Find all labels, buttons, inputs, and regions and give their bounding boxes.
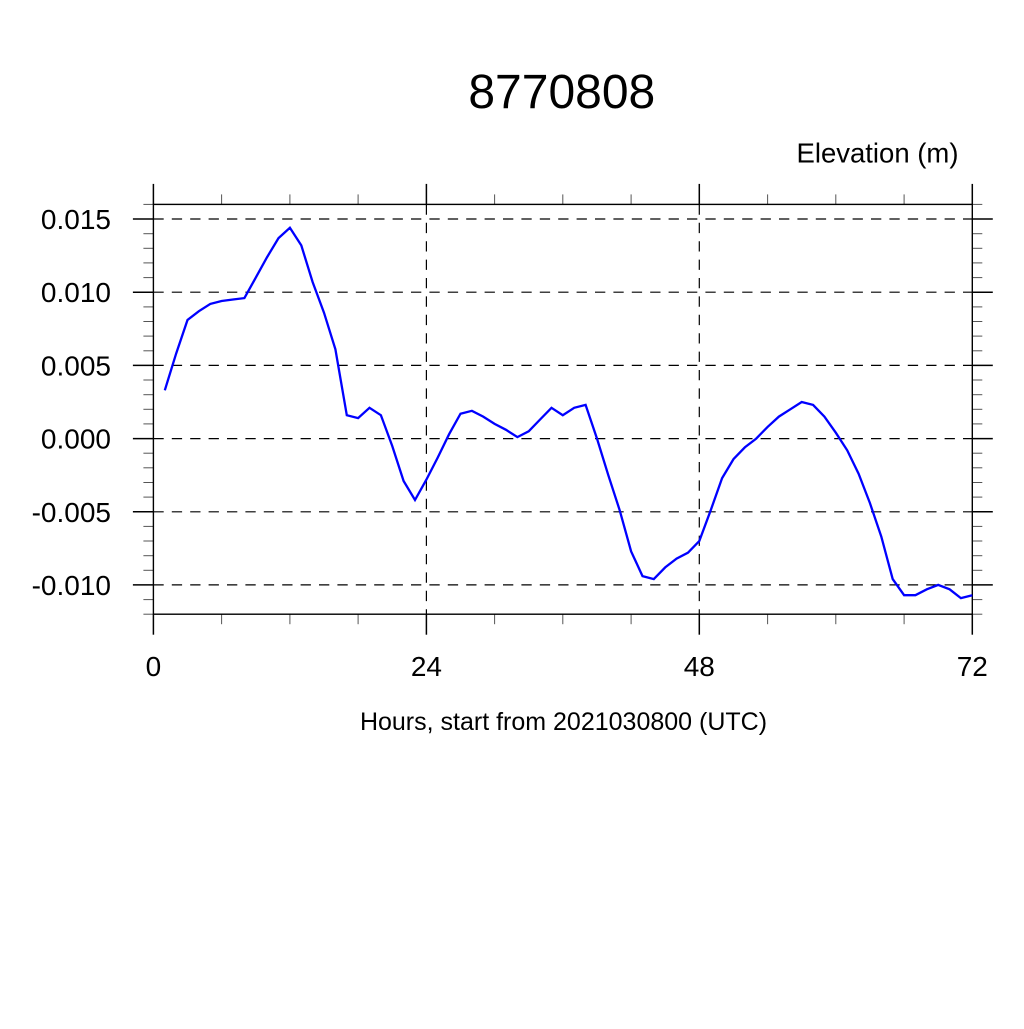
svg-text:48: 48	[684, 651, 715, 682]
svg-text:0.010: 0.010	[41, 277, 111, 308]
svg-text:8770808: 8770808	[468, 66, 655, 119]
svg-text:0: 0	[146, 651, 162, 682]
svg-text:Hours, start from 2021030800 (: Hours, start from 2021030800 (UTC)	[360, 708, 767, 736]
svg-text:0.015: 0.015	[41, 204, 111, 235]
svg-text:0.000: 0.000	[41, 424, 111, 455]
svg-text:72: 72	[957, 651, 988, 682]
svg-text:Elevation (m): Elevation (m)	[797, 137, 959, 168]
svg-text:24: 24	[411, 651, 442, 682]
svg-text:-0.010: -0.010	[32, 570, 111, 601]
svg-text:-0.005: -0.005	[32, 497, 111, 528]
svg-text:0.005: 0.005	[41, 350, 111, 381]
